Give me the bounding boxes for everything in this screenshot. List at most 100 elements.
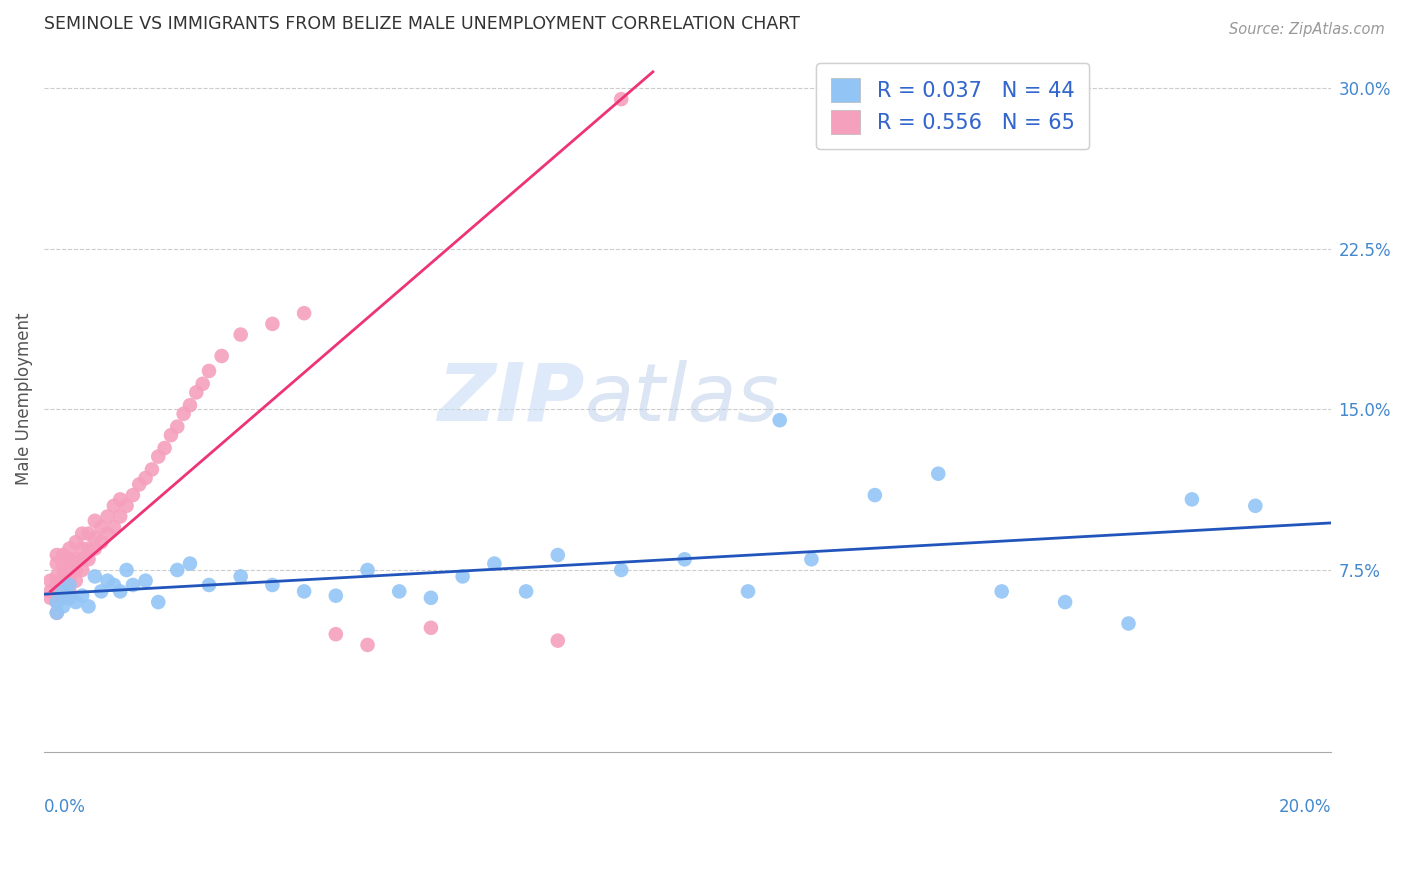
Point (420, 591, 443, 605)
Point (420, 621, 443, 635)
Point (769, 413, 792, 427)
Point (108, 492, 131, 507)
Point (52, 591, 75, 605)
Point (211, 349, 233, 363)
Point (103, 578, 125, 592)
Point (515, 584, 537, 599)
Point (52, 569, 75, 583)
Point (39, 574, 62, 588)
Point (70, 552, 93, 566)
Point (198, 578, 221, 592)
Point (135, 471, 157, 485)
Point (65, 563, 87, 577)
Point (52, 557, 75, 571)
Point (122, 578, 145, 592)
Text: ZIP: ZIP (437, 359, 585, 438)
Point (45, 595, 67, 609)
Point (166, 563, 188, 577)
Point (90, 584, 112, 599)
Point (65, 574, 87, 588)
Point (45, 569, 67, 583)
Point (173, 407, 195, 421)
Point (148, 595, 170, 609)
Point (58, 591, 80, 605)
Point (800, 552, 823, 566)
Point (325, 589, 347, 603)
Point (65, 535, 87, 549)
Point (45, 606, 67, 620)
Point (70, 563, 93, 577)
Point (58, 578, 80, 592)
Point (52, 584, 75, 599)
Point (77, 552, 100, 566)
Point (262, 578, 284, 592)
Point (108, 509, 131, 524)
Point (356, 638, 378, 652)
Point (122, 488, 145, 502)
Point (52, 548, 75, 562)
Point (58, 584, 80, 599)
Point (1054, 595, 1077, 609)
Text: atlas: atlas (585, 359, 779, 438)
Point (90, 535, 112, 549)
Point (45, 557, 67, 571)
Point (160, 428, 183, 442)
Point (153, 441, 176, 455)
Point (229, 327, 252, 342)
Point (70, 589, 93, 603)
Point (292, 584, 315, 599)
Point (141, 462, 163, 476)
Point (547, 633, 569, 648)
Point (990, 584, 1012, 599)
Point (83, 541, 105, 556)
Point (58, 574, 80, 588)
Point (45, 595, 67, 609)
Point (45, 584, 67, 599)
Legend: R = 0.037   N = 44, R = 0.556   N = 65: R = 0.037 N = 44, R = 0.556 N = 65 (817, 63, 1090, 149)
Point (135, 574, 157, 588)
Point (356, 563, 378, 577)
Point (148, 450, 170, 464)
Point (77, 599, 100, 614)
Point (52, 578, 75, 592)
Point (115, 499, 138, 513)
Point (77, 526, 100, 541)
Point (927, 467, 949, 481)
Point (83, 569, 105, 583)
Point (1244, 499, 1267, 513)
Point (191, 376, 214, 391)
Point (52, 599, 75, 614)
Point (96, 509, 118, 524)
Point (388, 584, 411, 599)
Point (128, 477, 150, 491)
Point (65, 552, 87, 566)
Point (65, 595, 87, 609)
Point (610, 92, 633, 106)
Text: 0.0%: 0.0% (44, 797, 86, 816)
Point (58, 552, 80, 566)
Text: 20.0%: 20.0% (1279, 797, 1331, 816)
Point (96, 574, 118, 588)
Point (484, 557, 506, 571)
Point (166, 419, 188, 434)
Point (103, 520, 125, 534)
Point (179, 557, 201, 571)
Point (451, 569, 474, 583)
Point (77, 541, 100, 556)
Point (39, 584, 62, 599)
Point (186, 385, 208, 400)
Point (96, 526, 118, 541)
Point (58, 541, 80, 556)
Point (108, 584, 131, 599)
Point (610, 563, 633, 577)
Y-axis label: Male Unemployment: Male Unemployment (15, 312, 32, 485)
Point (45, 548, 67, 562)
Point (83, 531, 105, 545)
Point (1181, 492, 1204, 507)
Point (292, 306, 315, 320)
Point (1118, 616, 1140, 631)
Text: SEMINOLE VS IMMIGRANTS FROM BELIZE MALE UNEMPLOYMENT CORRELATION CHART: SEMINOLE VS IMMIGRANTS FROM BELIZE MALE … (44, 15, 800, 33)
Point (737, 584, 759, 599)
Point (90, 520, 112, 534)
Point (198, 364, 221, 378)
